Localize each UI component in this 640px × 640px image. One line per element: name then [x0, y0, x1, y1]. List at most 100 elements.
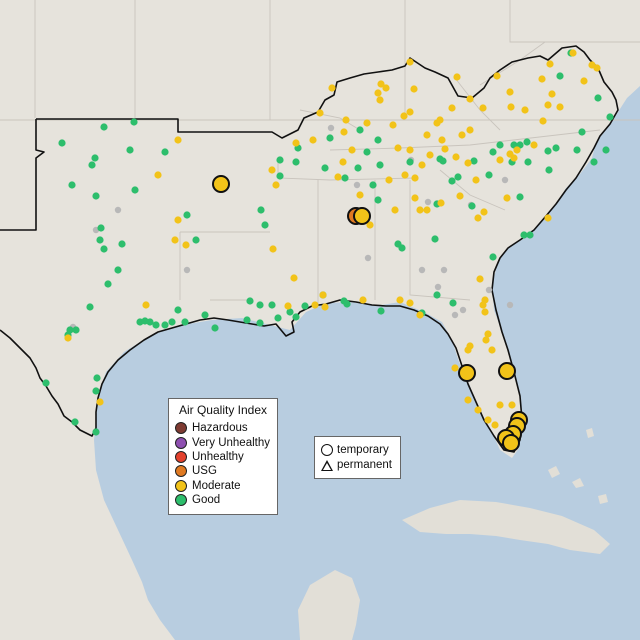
monitor-moderate[interactable] [311, 301, 319, 309]
monitor-moderate[interactable] [269, 245, 277, 253]
temporary-monitor-moderate[interactable] [502, 434, 520, 452]
monitor-moderate[interactable] [437, 199, 445, 207]
monitor-moderate[interactable] [539, 117, 547, 125]
monitor-moderate[interactable] [171, 236, 179, 244]
monitor-moderate[interactable] [426, 151, 434, 159]
monitor-moderate[interactable] [411, 174, 419, 182]
monitor-moderate[interactable] [391, 206, 399, 214]
monitor-good[interactable] [211, 324, 219, 332]
monitor-good[interactable] [93, 374, 101, 382]
monitor-good[interactable] [146, 318, 154, 326]
monitor-good[interactable] [161, 148, 169, 156]
monitor-good[interactable] [489, 148, 497, 156]
monitor-moderate[interactable] [396, 296, 404, 304]
monitor-moderate[interactable] [448, 104, 456, 112]
monitor-good[interactable] [448, 177, 456, 185]
monitor-moderate[interactable] [506, 88, 514, 96]
monitor-good[interactable] [68, 181, 76, 189]
monitor-moderate[interactable] [316, 109, 324, 117]
monitor-moderate[interactable] [284, 302, 292, 310]
monitor-moderate[interactable] [154, 171, 162, 179]
monitor-good[interactable] [606, 113, 614, 121]
monitor-good[interactable] [92, 387, 100, 395]
monitor-good[interactable] [301, 302, 309, 310]
monitor-moderate[interactable] [508, 401, 516, 409]
monitor-good[interactable] [431, 235, 439, 243]
monitor-moderate[interactable] [481, 296, 489, 304]
monitor-moderate[interactable] [466, 126, 474, 134]
monitor-moderate[interactable] [406, 108, 414, 116]
monitor-moderate[interactable] [472, 176, 480, 184]
monitor-good[interactable] [496, 141, 504, 149]
monitor-inactive[interactable] [459, 306, 467, 314]
monitor-moderate[interactable] [452, 153, 460, 161]
monitor-good[interactable] [292, 313, 300, 321]
monitor-moderate[interactable] [488, 346, 496, 354]
monitor-moderate[interactable] [377, 80, 385, 88]
monitor-moderate[interactable] [64, 334, 72, 342]
monitor-inactive[interactable] [424, 198, 432, 206]
monitor-good[interactable] [286, 308, 294, 316]
monitor-moderate[interactable] [363, 119, 371, 127]
monitor-moderate[interactable] [334, 173, 342, 181]
monitor-moderate[interactable] [580, 77, 588, 85]
monitor-moderate[interactable] [366, 221, 374, 229]
monitor-good[interactable] [201, 311, 209, 319]
monitor-inactive[interactable] [506, 301, 514, 309]
monitor-moderate[interactable] [474, 406, 482, 414]
monitor-moderate[interactable] [453, 73, 461, 81]
monitor-good[interactable] [523, 138, 531, 146]
monitor-moderate[interactable] [493, 72, 501, 80]
monitor-moderate[interactable] [290, 274, 298, 282]
monitor-good[interactable] [118, 240, 126, 248]
monitor-good[interactable] [72, 326, 80, 334]
monitor-moderate[interactable] [479, 104, 487, 112]
monitor-moderate[interactable] [496, 401, 504, 409]
monitor-inactive[interactable] [485, 286, 493, 294]
monitor-moderate[interactable] [544, 101, 552, 109]
monitor-good[interactable] [520, 231, 528, 239]
monitor-moderate[interactable] [481, 308, 489, 316]
monitor-moderate[interactable] [96, 398, 104, 406]
monitor-good[interactable] [100, 123, 108, 131]
monitor-good[interactable] [552, 144, 560, 152]
temporary-monitor-moderate[interactable] [212, 175, 230, 193]
monitor-inactive[interactable] [353, 181, 361, 189]
monitor-inactive[interactable] [440, 266, 448, 274]
monitor-good[interactable] [454, 173, 462, 181]
monitor-good[interactable] [326, 134, 334, 142]
monitor-good[interactable] [268, 301, 276, 309]
monitor-good[interactable] [573, 146, 581, 154]
monitor-moderate[interactable] [394, 144, 402, 152]
monitor-good[interactable] [92, 428, 100, 436]
monitor-moderate[interactable] [410, 85, 418, 93]
monitor-good[interactable] [449, 299, 457, 307]
monitor-good[interactable] [363, 148, 371, 156]
monitor-inactive[interactable] [183, 266, 191, 274]
monitor-good[interactable] [524, 158, 532, 166]
monitor-moderate[interactable] [309, 136, 317, 144]
monitor-moderate[interactable] [382, 84, 390, 92]
monitor-good[interactable] [377, 307, 385, 315]
monitor-good[interactable] [152, 321, 160, 329]
monitor-moderate[interactable] [503, 194, 511, 202]
monitor-good[interactable] [439, 157, 447, 165]
monitor-good[interactable] [470, 157, 478, 165]
monitor-good[interactable] [192, 236, 200, 244]
monitor-inactive[interactable] [451, 311, 459, 319]
monitor-moderate[interactable] [406, 299, 414, 307]
monitor-moderate[interactable] [458, 131, 466, 139]
monitor-good[interactable] [256, 319, 264, 327]
monitor-good[interactable] [104, 280, 112, 288]
monitor-good[interactable] [92, 192, 100, 200]
monitor-good[interactable] [526, 231, 534, 239]
monitor-good[interactable] [321, 164, 329, 172]
monitor-moderate[interactable] [182, 241, 190, 249]
monitor-good[interactable] [126, 146, 134, 154]
monitor-moderate[interactable] [416, 206, 424, 214]
monitor-good[interactable] [58, 139, 66, 147]
monitor-moderate[interactable] [482, 336, 490, 344]
monitor-good[interactable] [91, 154, 99, 162]
monitor-moderate[interactable] [411, 194, 419, 202]
monitor-good[interactable] [100, 245, 108, 253]
